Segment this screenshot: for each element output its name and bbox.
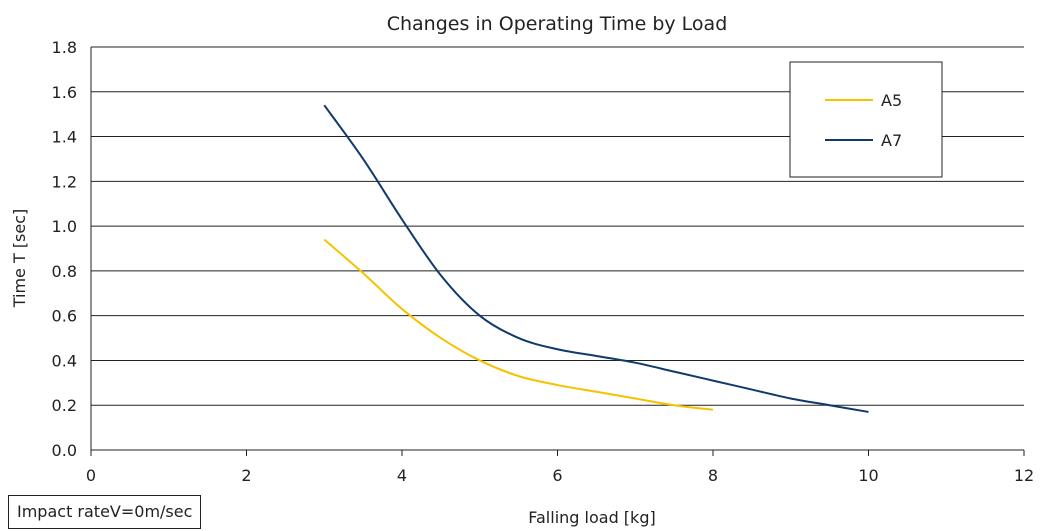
y-tick-label: 1.4	[52, 128, 77, 147]
x-tick-label: 2	[241, 466, 251, 485]
x-tick-label: 6	[552, 466, 562, 485]
y-tick-label: 0.6	[52, 307, 77, 326]
x-axis-title: Falling load [kg]	[528, 508, 655, 527]
x-tick-label: 12	[1014, 466, 1034, 485]
x-tick-label: 4	[397, 466, 407, 485]
y-tick-label: 0.2	[52, 396, 77, 415]
series-line-a5	[323, 238, 714, 411]
grid	[91, 46, 1024, 406]
y-tick-label: 0.4	[52, 351, 77, 370]
y-tick-label: 1.0	[52, 217, 77, 236]
legend-label-a7: A7	[881, 131, 902, 150]
y-axis-title: Time T [sec]	[10, 209, 29, 309]
chart-title: Changes in Operating Time by Load	[387, 13, 728, 35]
y-tick-label: 1.6	[52, 83, 77, 102]
legend: A5 A7	[789, 61, 943, 178]
series-line-a7	[323, 104, 869, 413]
legend-label-a5: A5	[881, 91, 902, 110]
y-tick-label: 1.8	[52, 38, 77, 57]
y-tick-label: 0.8	[52, 262, 77, 281]
x-tick-label: 0	[86, 466, 96, 485]
y-tick-label: 0.0	[52, 441, 77, 460]
y-tick-label: 1.2	[52, 172, 77, 191]
axes: 0.0 0.2 0.4 0.6 0.8 1.0 1.2 1.4 1.6 1.8 0 2 4 6 8 10 12	[52, 38, 1035, 485]
impact-rate-note: Impact rateV=0m/sec	[8, 495, 202, 529]
x-tick-label: 8	[708, 466, 718, 485]
x-tick-label: 10	[858, 466, 878, 485]
series-lines	[323, 104, 869, 413]
